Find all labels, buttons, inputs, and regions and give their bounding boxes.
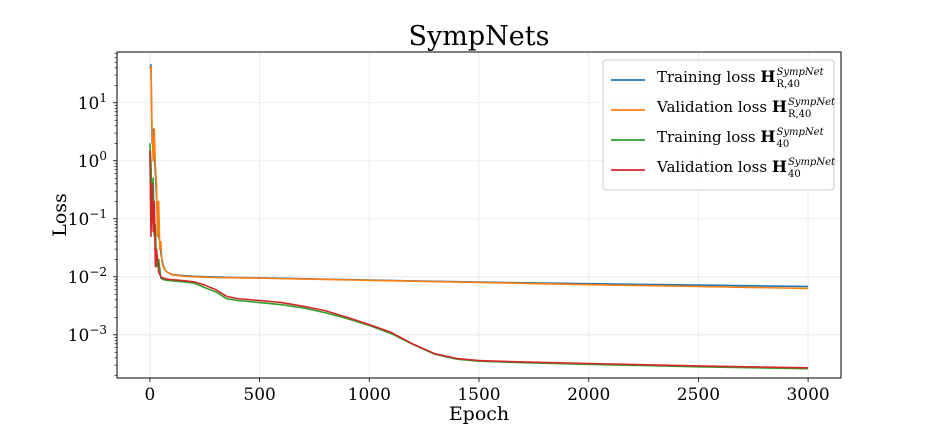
x-axis-label: Epoch: [449, 403, 509, 425]
legend-superscript-4: SympNet: [788, 157, 836, 168]
legend-superscript-3: SympNet: [777, 127, 825, 138]
legend-subscript-1: R,40: [777, 79, 800, 90]
y-tick-label: 10−3: [68, 323, 107, 346]
x-tick-label: 500: [243, 385, 275, 405]
x-tick-label: 0: [144, 385, 155, 405]
y-tick-label: 100: [78, 149, 107, 172]
chart-title: SympNets: [409, 21, 550, 52]
series-line-2: [149, 65, 809, 290]
ticks: 0 500 1000 1500 2000 2500 3000 10−3 10−2 10−1 100 1…: [68, 53, 830, 405]
x-tick-label: 1000: [348, 385, 391, 405]
plot-area: [149, 64, 809, 370]
legend-label-4: Validation loss H: [656, 157, 787, 176]
legend-label-2: Validation loss H: [656, 97, 787, 116]
legend-superscript-1: SympNet: [777, 67, 825, 78]
legend-subscript-4: 40: [788, 169, 801, 180]
x-tick-label: 2000: [567, 385, 610, 405]
y-tick-label: 10−2: [68, 265, 107, 288]
x-tick-label: 2500: [677, 385, 720, 405]
y-tick-label: 10−1: [68, 207, 107, 230]
legend-subscript-3: 40: [777, 139, 790, 150]
y-axis-label: Loss: [49, 193, 71, 237]
y-tick-label: 101: [78, 91, 107, 114]
legend-subscript-2: R,40: [788, 109, 811, 120]
legend-box: [602, 59, 835, 191]
legend-label-1: Training loss H: [657, 67, 776, 86]
legend-label-3: Training loss H: [657, 127, 776, 146]
legend-superscript-2: SympNet: [788, 97, 836, 108]
x-tick-label: 1500: [457, 385, 500, 405]
x-tick-label: 3000: [786, 385, 829, 405]
series-line-4: [149, 150, 809, 369]
